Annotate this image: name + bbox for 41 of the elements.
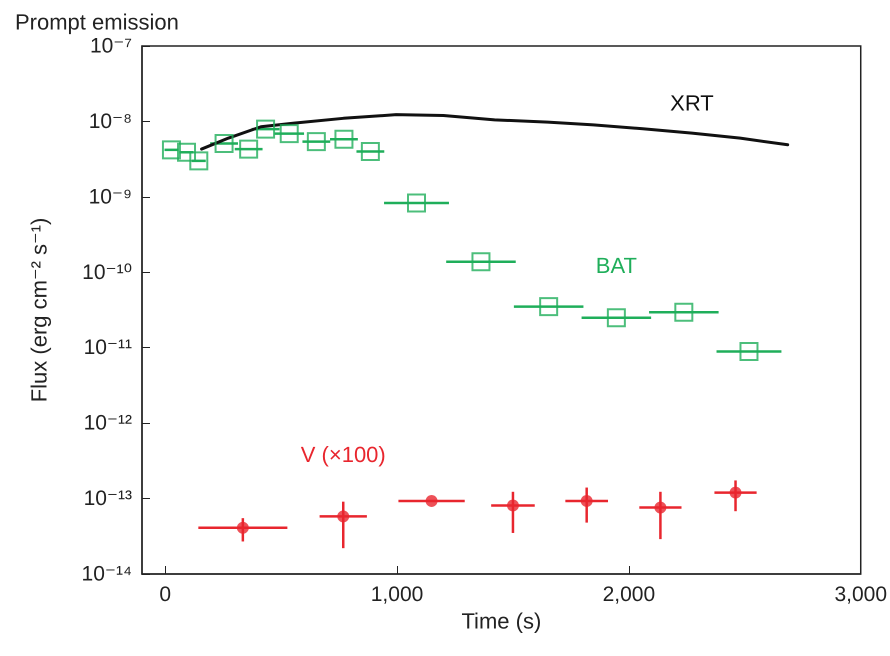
point [189,151,208,170]
point [471,252,490,272]
x-axis-title: Time (s) [461,608,542,634]
y-tick-label: 10⁻⁹ [88,185,132,208]
chart-title: Prompt emission [15,10,179,34]
point [214,134,234,153]
point [337,510,350,522]
y-tick-label: 10⁻⁸ [88,110,132,133]
point [506,499,519,512]
x-tick-label: 2,000 [602,583,656,606]
y-tick-label: 10⁻¹² [84,412,132,435]
point [739,342,758,362]
point [407,193,426,212]
point [539,297,558,316]
point [334,130,354,149]
text: V (×100) [300,442,386,467]
point [162,140,181,160]
point [177,142,196,162]
y-tick-label: 10⁻¹¹ [84,336,132,360]
y-tick-label: 10⁻¹⁰ [82,260,132,284]
point [236,522,249,534]
point [580,494,593,507]
x-tick-label: 3,000 [834,583,888,606]
point [674,302,694,322]
point [730,486,742,499]
y-tick-label: 10⁻¹⁴ [82,562,132,586]
y-tick-label: 10⁻¹³ [84,487,132,510]
y-tick-label: 10⁻⁷ [90,34,132,58]
series-label: BAT [596,253,637,278]
point [306,132,326,152]
y-axis-title: Flux (erg cm⁻² s⁻¹) [26,218,52,402]
series-label: XRT [670,90,714,116]
x-tick-label: 0 [159,583,172,606]
point [239,140,258,159]
point [360,142,380,161]
point [256,120,276,139]
point [606,308,626,328]
point [280,124,299,144]
point [654,502,666,514]
point [426,494,438,507]
x-tick-label: 1,000 [370,583,424,606]
